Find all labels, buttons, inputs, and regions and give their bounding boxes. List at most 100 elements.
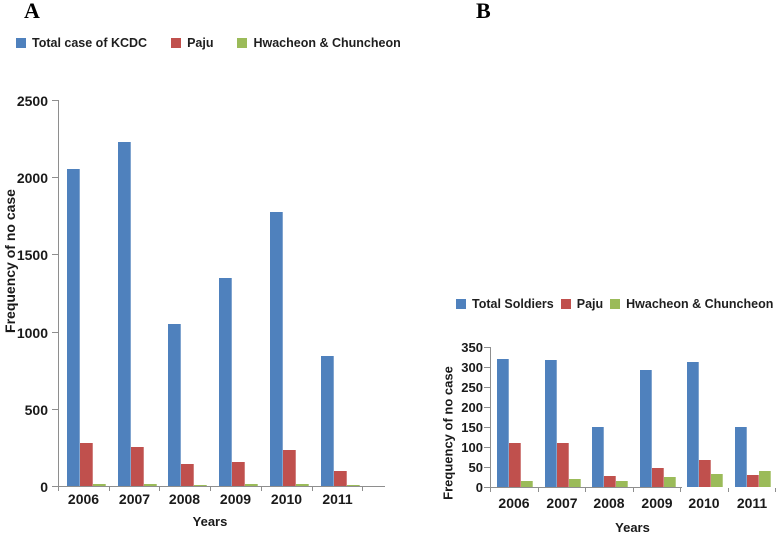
- bar-b-hwacheon-chuncheon-2009: [664, 477, 676, 487]
- bar-a-total-case-of-kcdc-2010: [270, 212, 283, 486]
- bar-b-total-soldiers-2008: [592, 427, 604, 487]
- x-category-label: 2009: [641, 495, 673, 511]
- x-category-label: 2011: [736, 495, 768, 511]
- bar-b-total-soldiers-2010: [687, 362, 699, 487]
- y-tick-label: 250: [461, 380, 483, 395]
- x-tick-mark: [728, 488, 729, 492]
- bar-a-paju-2008: [181, 464, 194, 486]
- y-tick-mark: [52, 100, 58, 101]
- y-tick-label: 1000: [16, 325, 48, 341]
- bar-a-hwacheon-chuncheon-2007: [144, 484, 157, 486]
- bar-a-hwacheon-chuncheon-2008: [194, 485, 207, 486]
- y-tick-label: 500: [24, 402, 48, 418]
- bar-b-total-soldiers-2006: [497, 359, 509, 487]
- bar-b-hwacheon-chuncheon-2008: [616, 481, 628, 487]
- legend-item-hwacheon-chuncheon: Hwacheon & Chuncheon: [237, 36, 401, 50]
- y-tick-label: 0: [40, 479, 48, 495]
- legend-marker-icon: [237, 38, 248, 48]
- x-category-label: 2008: [593, 495, 625, 511]
- x-category-label: 2007: [118, 491, 151, 507]
- y-axis-line: [490, 347, 491, 488]
- bar-a-total-case-of-kcdc-2006: [67, 169, 80, 486]
- y-tick-label: 2500: [16, 93, 48, 109]
- x-category-label: 2009: [219, 491, 252, 507]
- legend-marker-icon: [171, 38, 182, 48]
- bar-b-total-soldiers-2007: [545, 360, 557, 487]
- bar-a-paju-2009: [232, 462, 245, 486]
- bar-b-hwacheon-chuncheon-2007: [569, 479, 581, 487]
- bar-chart-b: 0 50 100 150 200 250 300 350 2006 2007 2008 2009 201…: [390, 290, 778, 534]
- bar-a-hwacheon-chuncheon-2010: [296, 484, 309, 486]
- panel-label-b: B: [476, 0, 491, 23]
- bar-a-paju-2010: [283, 450, 296, 486]
- x-axis-title: Years: [192, 514, 228, 529]
- x-tick-mark: [109, 487, 110, 491]
- bar-a-total-case-of-kcdc-2009: [219, 278, 232, 486]
- y-tick-mark: [484, 387, 490, 388]
- bar-b-paju-2006: [509, 443, 521, 487]
- legend-label: Paju: [576, 297, 604, 311]
- legend-item-total-soldiers: Total Soldiers: [456, 297, 554, 311]
- y-tick-mark: [484, 367, 490, 368]
- legend-label: Total Soldiers: [472, 297, 554, 311]
- y-tick-mark: [484, 487, 490, 488]
- x-tick-mark: [680, 488, 681, 492]
- x-category-label: 2007: [546, 495, 578, 511]
- bar-a-total-case-of-kcdc-2011: [321, 356, 334, 486]
- legend-item-total-case-of-kcdc: Total case of KCDC: [16, 36, 147, 50]
- legend-chart-b: Total Soldiers Paju Hwacheon & Chuncheon: [456, 297, 773, 311]
- legend-item-paju: Paju: [171, 36, 213, 50]
- y-tick-mark: [484, 347, 490, 348]
- y-tick-mark: [52, 409, 58, 410]
- x-tick-mark: [585, 488, 586, 492]
- x-tick-mark: [775, 488, 776, 492]
- bar-b-paju-2011: [747, 475, 759, 487]
- bar-b-paju-2007: [557, 443, 569, 487]
- bar-b-hwacheon-chuncheon-2010: [711, 474, 723, 487]
- x-tick-mark: [261, 487, 262, 491]
- bar-b-paju-2010: [699, 460, 711, 487]
- x-category-label: 2008: [168, 491, 201, 507]
- bar-a-hwacheon-chuncheon-2011: [347, 485, 360, 486]
- y-tick-mark: [52, 486, 58, 487]
- legend-marker-icon: [456, 299, 466, 309]
- panel-label-a: A: [24, 0, 40, 23]
- legend-label: Hwacheon & Chuncheon: [626, 297, 774, 311]
- y-tick-mark: [484, 427, 490, 428]
- legend-chart-a: Total case of KCDC Paju Hwacheon & Chunche…: [16, 36, 401, 50]
- legend-marker-icon: [610, 299, 621, 309]
- x-category-label: 2010: [270, 491, 303, 507]
- bar-a-total-case-of-kcdc-2008: [168, 324, 181, 486]
- x-axis-line: [52, 486, 385, 487]
- y-tick-label: 200: [461, 400, 483, 415]
- y-tick-mark: [52, 177, 58, 178]
- bar-a-total-case-of-kcdc-2007: [118, 142, 131, 486]
- x-category-label: 2010: [688, 495, 720, 511]
- x-tick-mark: [312, 487, 313, 491]
- y-axis-line: [58, 100, 59, 487]
- x-tick-mark: [58, 487, 59, 491]
- legend-item-paju: Paju: [560, 297, 604, 311]
- x-tick-mark: [538, 488, 539, 492]
- y-tick-label: 0: [475, 480, 483, 495]
- y-axis-title: Frequency of no case: [440, 366, 456, 500]
- x-tick-mark: [362, 487, 363, 491]
- y-tick-mark: [52, 332, 58, 333]
- y-tick-label: 1500: [16, 247, 48, 263]
- y-tick-mark: [52, 254, 58, 255]
- y-tick-label: 300: [461, 360, 483, 375]
- y-axis-title: Frequency of no case: [2, 189, 18, 333]
- x-tick-mark: [159, 487, 160, 491]
- y-tick-label: 100: [461, 440, 483, 455]
- bar-a-paju-2011: [334, 471, 347, 486]
- legend-label: Paju: [187, 36, 214, 50]
- y-tick-label: 50: [468, 460, 483, 475]
- bar-a-paju-2006: [80, 443, 93, 486]
- x-category-label: 2006: [498, 495, 530, 511]
- bar-a-hwacheon-chuncheon-2006: [93, 484, 106, 486]
- y-tick-label: 150: [461, 420, 483, 435]
- bar-b-total-soldiers-2011: [735, 427, 747, 487]
- bar-chart-a: 0 500 1000 1500 2000 2500 2006 2007 2008 2009 2010…: [0, 90, 390, 534]
- x-axis-title: Years: [615, 520, 650, 534]
